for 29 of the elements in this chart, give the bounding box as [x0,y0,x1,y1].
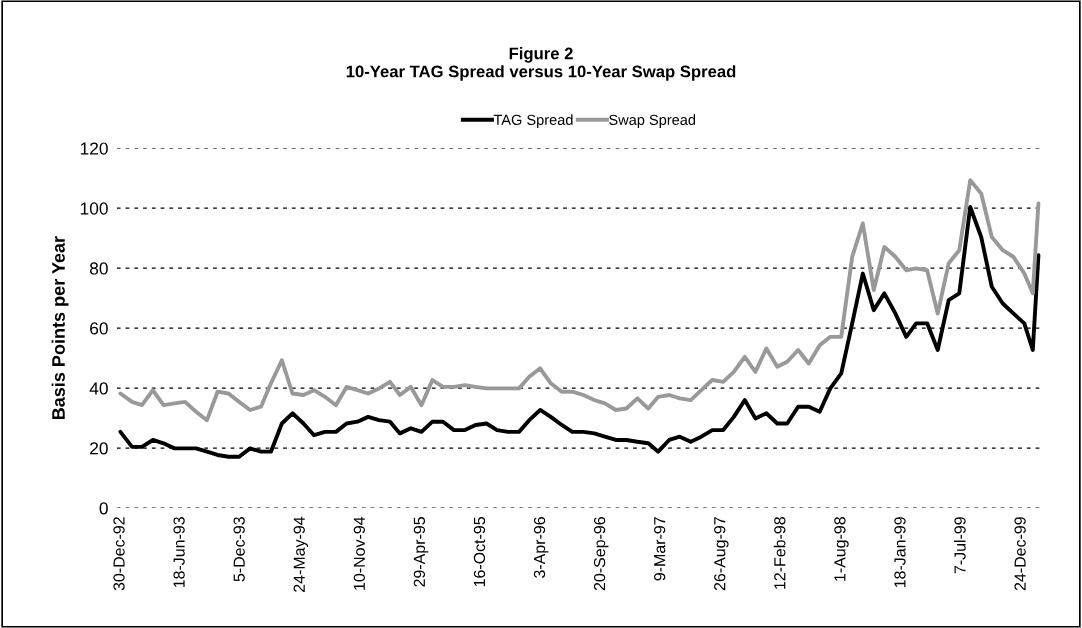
x-tick-label: 16-Oct-95 [473,517,486,587]
x-tick-label: 7-Jul-99 [953,517,966,574]
x-tick-label: 3-Apr-96 [533,517,549,578]
legend-label: Swap Spread [609,114,696,128]
x-tick-label: 18-Jun-93 [173,517,185,588]
chart-title: Figure 2 10-Year TAG Spread versus 10-Year Swap Spread [346,47,736,81]
y-tick-label: 20 [90,442,108,455]
y-tick-label: 100 [80,202,108,215]
y-axis-title: Basis Points per Year [51,236,69,420]
x-tick-label: 29-Apr-95 [413,517,429,587]
x-tick-label: 5-Dec-93 [233,517,245,582]
y-tick-label: 120 [80,142,108,155]
line-series [118,205,1041,459]
x-tick-label: 26-Aug-97 [714,517,729,591]
x-tick-label: 24-Dec-99 [1014,517,1026,591]
x-tick-label: 9-Mar-97 [654,517,666,581]
x-tick-label: 12-Feb-98 [773,517,786,589]
y-tick-label: 40 [89,382,108,395]
x-tick-label: 24-May-94 [293,516,309,592]
y-tick-label: 0 [99,502,108,515]
x-tick-label: 18-Jan-99 [894,517,906,588]
x-tick-label: 20-Sep-96 [593,517,609,591]
x-tick-label: 30-Dec-92 [113,517,125,591]
x-tick-label: 1-Aug-98 [834,517,849,581]
line-series [118,178,1041,423]
x-tick-label: 10-Nov-94 [353,516,365,590]
y-tick-label: 60 [90,322,108,335]
y-tick-label: 80 [89,262,108,275]
legend-label: TAG Spread [493,114,573,128]
